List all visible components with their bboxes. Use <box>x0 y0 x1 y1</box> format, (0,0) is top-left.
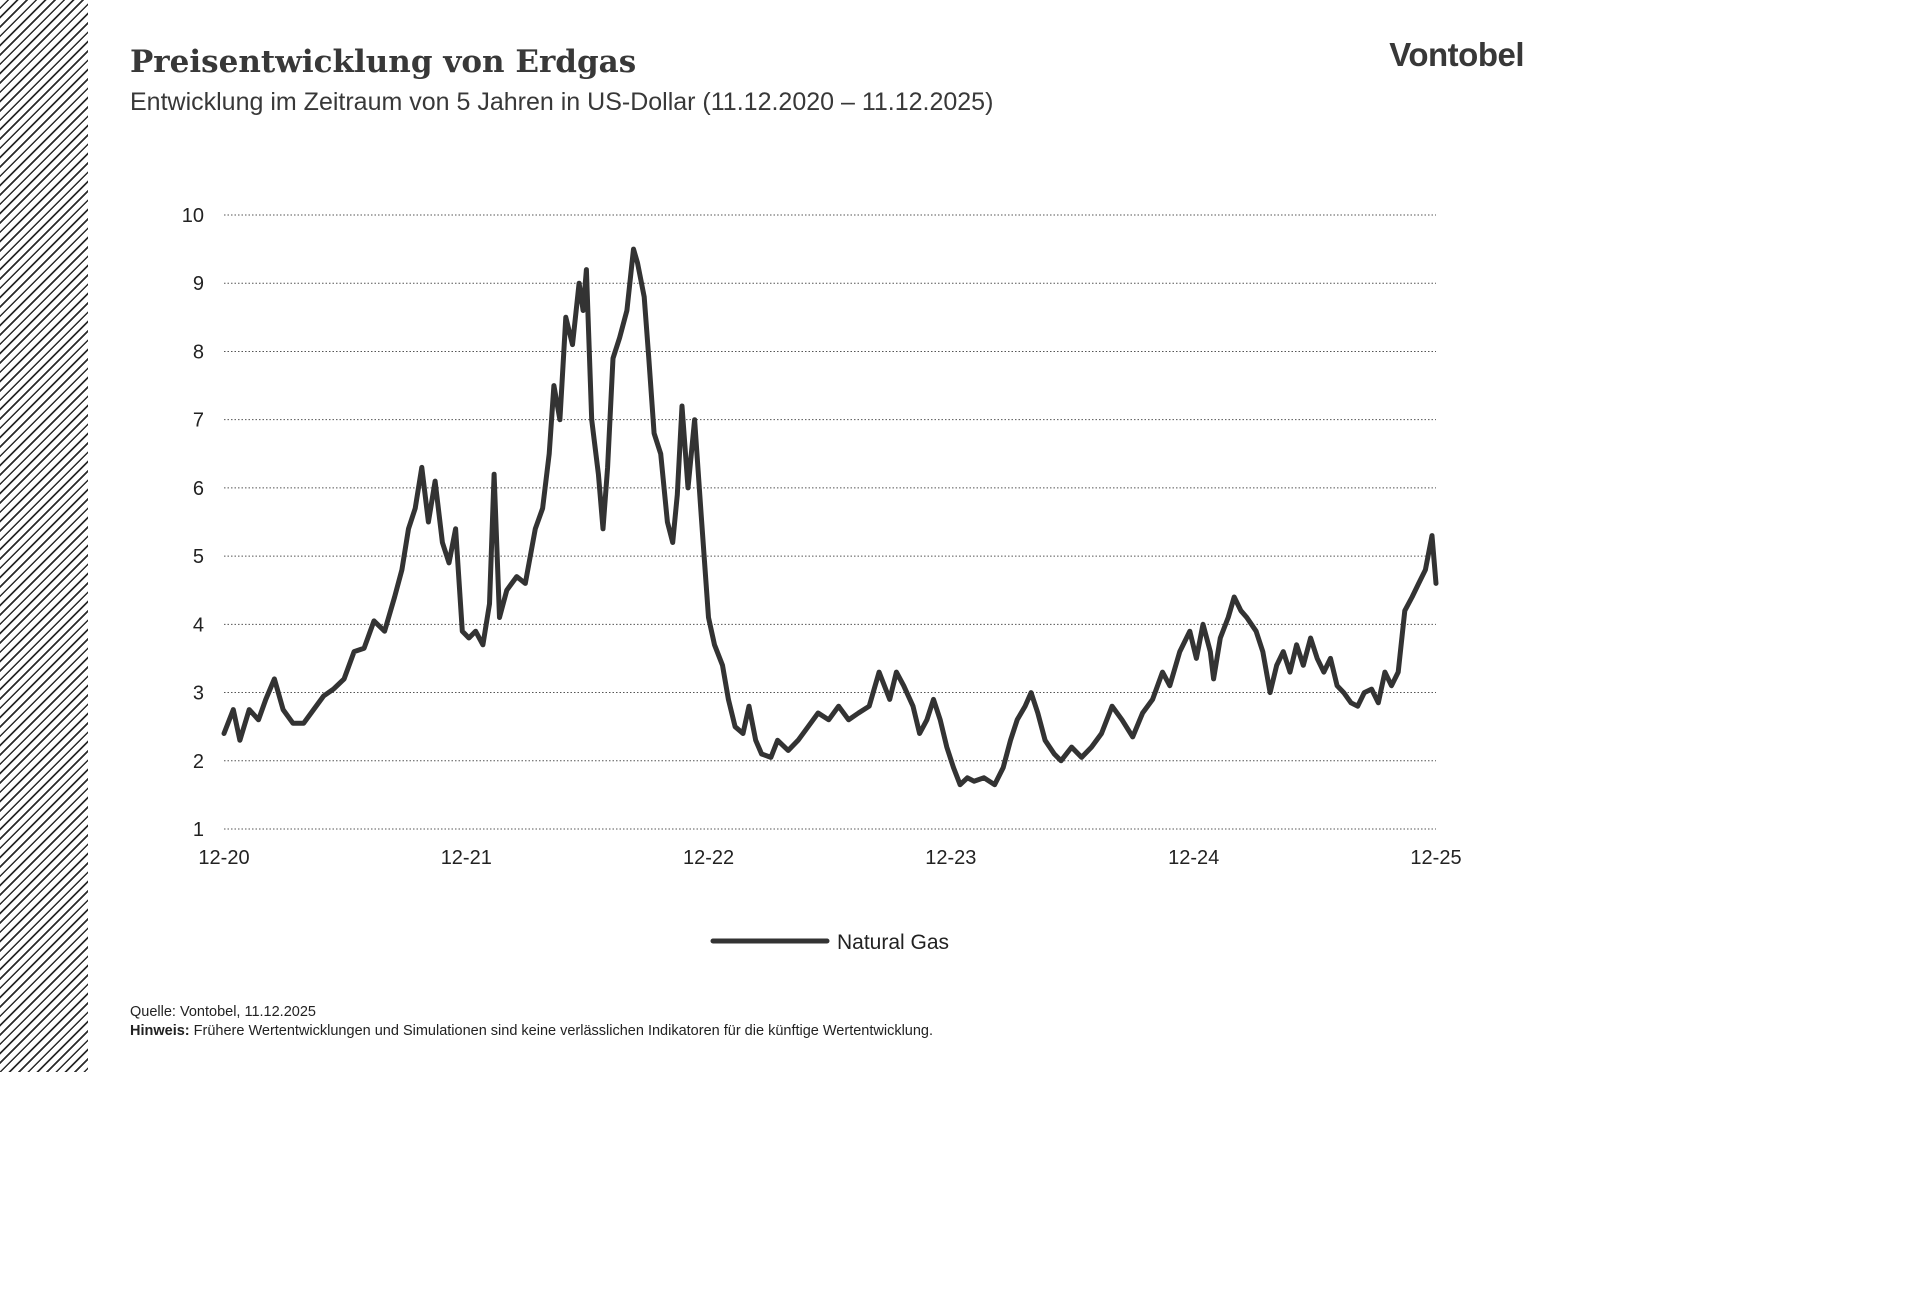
chart-title: Preisentwicklung von Erdgas <box>130 44 637 80</box>
chart-subtitle: Entwicklung im Zeitraum von 5 Jahren in … <box>130 88 994 116</box>
brand-logo: Vontobel <box>1389 36 1524 73</box>
y-tick-label: 7 <box>193 410 204 432</box>
y-axis-ticks: 1 2 3 4 5 6 7 8 9 10 <box>182 205 204 841</box>
y-tick-label: 6 <box>193 478 204 500</box>
x-tick-label: 12-20 <box>198 847 249 869</box>
y-tick-label: 10 <box>182 205 204 227</box>
grid-lines <box>224 214 1436 830</box>
y-tick-label: 1 <box>193 819 204 841</box>
x-tick-label: 12-25 <box>1410 847 1461 869</box>
y-tick-label: 4 <box>193 614 204 636</box>
x-tick-label: 12-24 <box>1168 847 1219 869</box>
y-tick-label: 5 <box>193 546 204 568</box>
series-line-natural-gas <box>221 246 1439 788</box>
y-tick-label: 3 <box>193 683 204 705</box>
x-tick-label: 12-21 <box>441 847 492 869</box>
footer: Quelle: Vontobel, 11.12.2025 Hinweis: Fr… <box>130 1003 933 1041</box>
x-tick-label: 12-22 <box>683 847 734 869</box>
x-axis-ticks: 12-20 12-21 12-22 12-23 12-24 12-25 <box>198 847 1461 869</box>
disclaimer-label: Hinweis: <box>130 1023 190 1039</box>
legend-label: Natural Gas <box>837 931 949 954</box>
y-tick-label: 8 <box>193 341 204 363</box>
legend: Natural Gas <box>710 931 949 954</box>
disclaimer-text: Frühere Wertentwicklungen und Simulation… <box>193 1023 934 1039</box>
disclaimer: Hinweis: Frühere Wertentwicklungen und S… <box>130 1022 933 1041</box>
source-note: Quelle: Vontobel, 11.12.2025 <box>130 1004 316 1020</box>
y-tick-label: 2 <box>193 751 204 773</box>
striped-border <box>0 0 88 1072</box>
x-tick-label: 12-23 <box>925 847 976 869</box>
y-tick-label: 9 <box>193 273 204 295</box>
